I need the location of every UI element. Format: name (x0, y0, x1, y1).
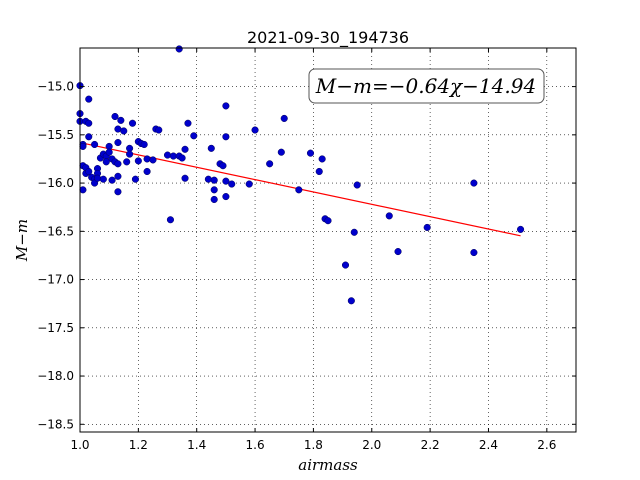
data-point (85, 95, 93, 103)
data-point (143, 167, 151, 176)
x-tick-label: 1.0 (70, 438, 89, 452)
data-point (85, 167, 93, 176)
chart-title: 2021-09-30_194736 (247, 28, 409, 48)
data-point (128, 119, 137, 127)
data-point (222, 133, 230, 141)
plot-frame (79, 47, 577, 433)
data-point (315, 167, 323, 176)
data-point (131, 175, 139, 183)
x-tick-label: 2.4 (479, 438, 498, 452)
data-point (184, 119, 192, 127)
y-tick-label: −17.5 (37, 321, 74, 335)
data-point (324, 217, 332, 225)
data-point (394, 248, 402, 256)
data-point (85, 119, 93, 127)
data-point (245, 180, 253, 188)
x-tick-label: 2.6 (537, 438, 556, 452)
data-point (204, 175, 212, 183)
data-point (126, 150, 134, 158)
data-point (251, 126, 259, 134)
data-point (517, 225, 525, 233)
x-tick-label: 1.8 (304, 438, 323, 452)
data-point (207, 144, 215, 152)
x-tick-label: 1.6 (246, 438, 265, 452)
data-point (114, 160, 122, 168)
x-tick-label: 1.4 (187, 438, 206, 452)
data-point (222, 193, 230, 201)
data-point (353, 181, 361, 189)
data-point (341, 261, 350, 269)
data-point (143, 155, 151, 163)
data-point (178, 154, 186, 162)
data-point (149, 156, 157, 164)
data-point (470, 179, 478, 187)
data-point (123, 158, 131, 166)
data-point (190, 132, 198, 140)
data-point (181, 145, 189, 153)
data-point (120, 127, 128, 135)
data-point (318, 155, 326, 163)
data-point (155, 126, 163, 134)
data-point (91, 140, 99, 149)
data-point (166, 216, 174, 224)
data-point (347, 297, 355, 305)
y-tick-label: −18.0 (37, 369, 74, 383)
y-tick-label: −16.5 (37, 224, 74, 238)
data-point (228, 180, 236, 188)
x-tick-label: 1.2 (129, 438, 148, 452)
data-point (175, 45, 183, 53)
data-point (210, 195, 218, 204)
x-tick-label: 2.0 (362, 438, 381, 452)
data-point (85, 133, 93, 141)
data-point (163, 151, 172, 159)
data-point (111, 112, 119, 121)
y-tick-label: −15.0 (37, 80, 74, 94)
data-point (277, 148, 285, 156)
data-point (210, 176, 218, 184)
x-axis-ticks: 1.0 1.2 1.4 1.6 1.8 2.0 2.2 2.4 2.6 (70, 48, 556, 452)
data-point (114, 139, 122, 147)
data-point (266, 160, 274, 168)
data-point (114, 172, 122, 180)
data-point (423, 223, 431, 232)
data-point (350, 228, 358, 236)
y-tick-label: −15.5 (37, 128, 74, 142)
data-point (93, 174, 102, 182)
data-point (295, 186, 303, 194)
fit-annotation: M−m=−0.64χ−14.94 (308, 68, 545, 104)
x-tick-label: 2.2 (421, 438, 440, 452)
y-axis-label: M−m (13, 219, 31, 262)
data-point (134, 157, 142, 165)
y-tick-label: −17.0 (37, 273, 74, 287)
annotation-box (308, 68, 545, 104)
data-point (210, 186, 218, 194)
data-point (222, 177, 230, 185)
data-point (79, 142, 87, 150)
data-point (181, 174, 189, 182)
data-point (79, 186, 87, 194)
data-point (306, 149, 315, 157)
y-tick-label: −16.0 (37, 176, 74, 190)
data-point (108, 176, 116, 184)
y-tick-label: −18.5 (37, 417, 74, 431)
data-point (280, 114, 288, 122)
data-point (105, 148, 113, 156)
x-axis-label: airmass (298, 456, 358, 474)
data-point (117, 116, 125, 124)
data-point (99, 175, 107, 183)
y-axis-ticks: −15.0 −15.5 −16.0 −16.5 −17.0 −17.5 −18.0 −18.5 (37, 80, 576, 431)
data-points (76, 45, 525, 305)
annotation-text: M−m=−0.64χ−14.94 (315, 74, 536, 98)
grid-lines (79, 48, 576, 432)
data-point (140, 140, 148, 149)
data-point (385, 212, 393, 220)
data-point (114, 188, 122, 196)
data-point (219, 162, 227, 170)
data-point (102, 158, 110, 166)
data-point (222, 102, 230, 110)
data-point (470, 248, 478, 257)
